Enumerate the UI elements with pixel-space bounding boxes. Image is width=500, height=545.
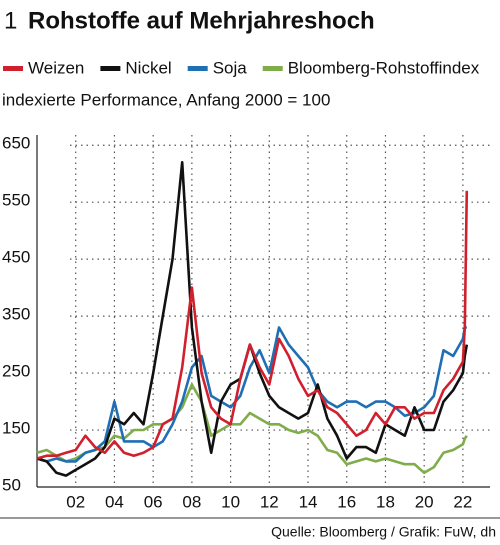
source: Quelle: Bloomberg / Grafik: FuW, dh [271, 524, 496, 540]
x-tick-label: 12 [260, 492, 279, 511]
x-tick-label: 08 [182, 492, 201, 511]
x-tick-label: 04 [105, 492, 124, 511]
y-tick-label: 450 [2, 248, 30, 267]
y-tick-label: 150 [2, 419, 30, 438]
series-line [36, 190, 469, 460]
y-tick-label: 50 [2, 475, 21, 494]
x-tick-label: 22 [453, 492, 472, 511]
x-tick-label: 02 [66, 492, 85, 511]
chart-title: Rohstoffe auf Mehrjahreshoch [28, 7, 375, 34]
legend-swatch [262, 66, 283, 71]
series-line [36, 326, 467, 463]
chart-number: 1 [4, 7, 17, 34]
y-tick-label: 250 [2, 362, 30, 381]
legend-swatch [100, 66, 121, 71]
legend-swatch [187, 66, 208, 71]
legend-swatch [3, 66, 23, 71]
x-tick-label: 14 [299, 492, 318, 511]
legend-label: Soja [213, 58, 248, 77]
x-tick-label: 20 [415, 492, 434, 511]
series-line [36, 161, 469, 477]
x-tick-label: 10 [221, 492, 240, 511]
y-tick-label: 350 [2, 305, 30, 324]
chart-subtitle: indexierte Performance, Anfang 2000 = 10… [2, 90, 330, 109]
legend-label: Nickel [125, 58, 171, 77]
x-tick-label: 16 [337, 492, 356, 511]
x-tick-label: 06 [144, 492, 163, 511]
y-tick-label: 550 [2, 191, 30, 210]
series-line [36, 383, 468, 475]
y-tick-label: 650 [2, 134, 30, 153]
legend-label: Weizen [28, 58, 84, 77]
legend-label: Bloomberg-Rohstoffindex [288, 58, 480, 77]
x-tick-label: 18 [376, 492, 395, 511]
